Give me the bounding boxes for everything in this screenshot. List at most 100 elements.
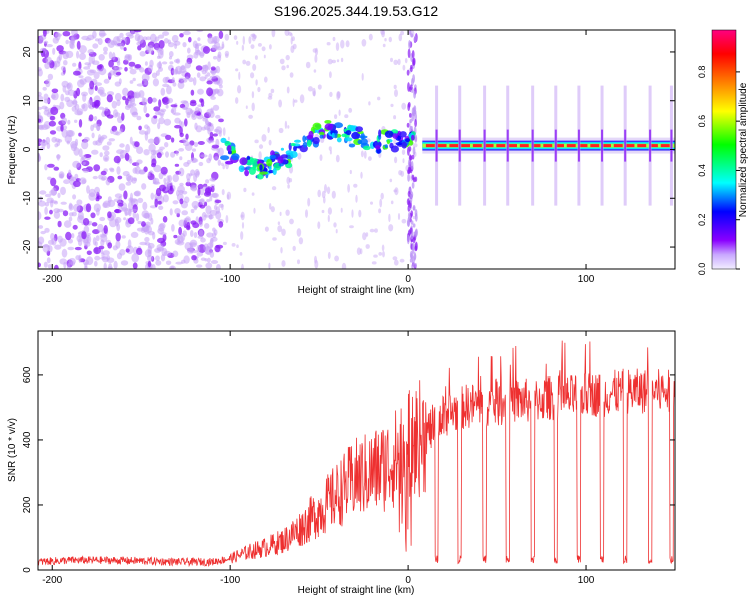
snr-ytick-label: 600 [22, 366, 33, 383]
noise-speck [144, 61, 148, 66]
noise-speck [182, 42, 187, 48]
noise-speck [142, 201, 148, 211]
noise-speck [166, 175, 170, 184]
noise-speck [63, 179, 71, 185]
noise-speck [159, 232, 167, 236]
noise-speck [98, 54, 105, 61]
noise-speck [183, 30, 191, 36]
noise-speck [112, 130, 119, 136]
faint-speck [251, 102, 255, 112]
noise-speck [165, 134, 172, 140]
faint-speck [268, 92, 273, 98]
faint-speck [285, 54, 290, 61]
faint-speck [360, 171, 363, 179]
noise-speck [159, 184, 166, 192]
noise-speck [210, 66, 216, 71]
noise-speck [165, 151, 169, 158]
noise-speck [102, 154, 110, 162]
noise-speck [147, 44, 154, 54]
faint-speck [279, 211, 282, 216]
noise-speck [55, 33, 62, 37]
noise-speck [78, 61, 82, 70]
faint-speck [394, 89, 398, 97]
faint-speck [288, 178, 293, 183]
faint-speck [336, 59, 340, 63]
tone-spike-core [670, 129, 673, 162]
colorbar: 0.0 0.2 0.4 0.6 0.8 Normalized spectral ampl… [697, 29, 749, 275]
noise-speck [139, 51, 146, 57]
noise-speck [128, 208, 132, 217]
noise-speck [183, 217, 190, 222]
faint-speck [284, 30, 290, 36]
faint-speck [290, 33, 293, 37]
noise-speck [63, 220, 72, 228]
faint-speck [264, 226, 269, 232]
noise-speck [60, 201, 67, 205]
stripe-speck [414, 245, 418, 252]
faint-speck [305, 209, 308, 218]
noise-speck [62, 85, 67, 93]
faint-speck [267, 126, 270, 134]
noise-speck [130, 231, 139, 238]
track-blob [244, 169, 250, 177]
noise-speck [158, 99, 162, 108]
spectrogram-xtick-label: -100 [220, 274, 240, 285]
noise-speck [103, 46, 108, 53]
noise-speck [119, 128, 123, 134]
noise-speck [178, 148, 185, 152]
noise-speck [60, 124, 64, 132]
noise-speck [213, 80, 221, 85]
noise-speck [160, 113, 164, 118]
stripe-speck [411, 112, 415, 122]
track-blob [312, 122, 322, 130]
noise-speck [45, 44, 53, 48]
faint-speck [351, 209, 354, 218]
noise-speck [125, 248, 130, 253]
noise-speck [216, 54, 222, 62]
noise-speck [88, 55, 93, 65]
noise-speck [174, 124, 182, 129]
noise-speck [136, 227, 144, 232]
faint-speck [361, 73, 364, 81]
faint-speck [327, 207, 332, 215]
faint-speck [404, 57, 408, 64]
track-blob [324, 123, 334, 131]
faint-speck [271, 30, 276, 38]
noise-speck [184, 118, 188, 127]
track-blob [355, 126, 363, 132]
noise-speck [79, 177, 87, 185]
noise-speck [82, 93, 87, 102]
stripe-speck [408, 146, 412, 152]
noise-speck [209, 239, 214, 248]
faint-speck [335, 154, 340, 163]
track-blob [341, 133, 348, 138]
faint-speck [388, 224, 394, 232]
noise-speck [136, 83, 144, 87]
faint-speck [374, 228, 378, 233]
noise-speck [112, 52, 116, 61]
noise-speck [153, 164, 162, 173]
track-blob [395, 142, 403, 146]
noise-speck [74, 110, 83, 116]
noise-speck [172, 250, 179, 258]
noise-speck [207, 122, 214, 127]
faint-speck [363, 150, 367, 159]
noise-speck [97, 134, 102, 143]
faint-speck [250, 72, 255, 79]
noise-speck [218, 30, 224, 39]
noise-speck [191, 250, 199, 253]
noise-speck [39, 190, 47, 195]
noise-speck [125, 32, 134, 37]
noise-speck [190, 220, 197, 225]
track-blob [345, 130, 352, 136]
noise-speck [94, 241, 98, 247]
noise-speck [136, 115, 142, 121]
noise-speck [102, 202, 108, 209]
noise-speck [181, 210, 188, 216]
noise-speck [68, 202, 73, 210]
noise-speck [78, 45, 87, 54]
faint-speck [353, 183, 358, 188]
stripe-speck [413, 90, 416, 99]
noise-speck [113, 260, 118, 269]
noise-speck [38, 142, 41, 147]
